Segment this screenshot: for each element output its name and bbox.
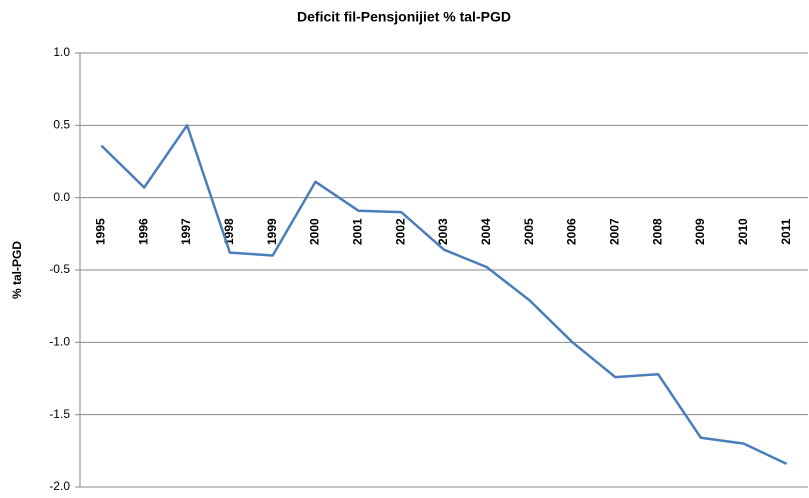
chart-title: Deficit fil-Pensjonijiet % tal-PGD (297, 9, 511, 25)
line-series (100, 124, 788, 466)
x-tick-label: 2006 (565, 218, 579, 245)
y-tick-label: -0.5 (49, 262, 70, 276)
x-tick-label: 1997 (179, 218, 193, 245)
x-tick-label: 2003 (436, 218, 450, 245)
x-tick-label: 2002 (393, 218, 407, 245)
x-tick-label: 2001 (351, 218, 365, 245)
x-tick-label: 2011 (779, 218, 793, 244)
y-tick-label: -2.0 (49, 479, 70, 493)
x-tick-label: 2010 (736, 218, 750, 245)
x-tick-label: 2009 (693, 218, 707, 245)
x-tick-label: 1998 (222, 218, 236, 245)
x-tick-label: 1996 (136, 218, 150, 245)
y-tick-label: 0.0 (53, 190, 70, 204)
y-tick-label: -1.5 (49, 407, 70, 421)
x-tick-label: 2000 (308, 218, 322, 245)
y-axis-label: % tal-PGD (10, 241, 24, 299)
y-tick-label: 1.0 (53, 45, 70, 59)
x-tick-label: 2008 (650, 218, 664, 245)
x-tick-label: 2004 (479, 218, 493, 245)
y-tick-label: 0.5 (53, 118, 70, 132)
x-tick-label: 1999 (265, 218, 279, 245)
x-tick-label: 1995 (94, 218, 108, 245)
x-tick-label: 2007 (607, 218, 621, 245)
y-tick-label: -1.0 (49, 335, 70, 349)
x-tick-label: 2005 (522, 218, 536, 245)
